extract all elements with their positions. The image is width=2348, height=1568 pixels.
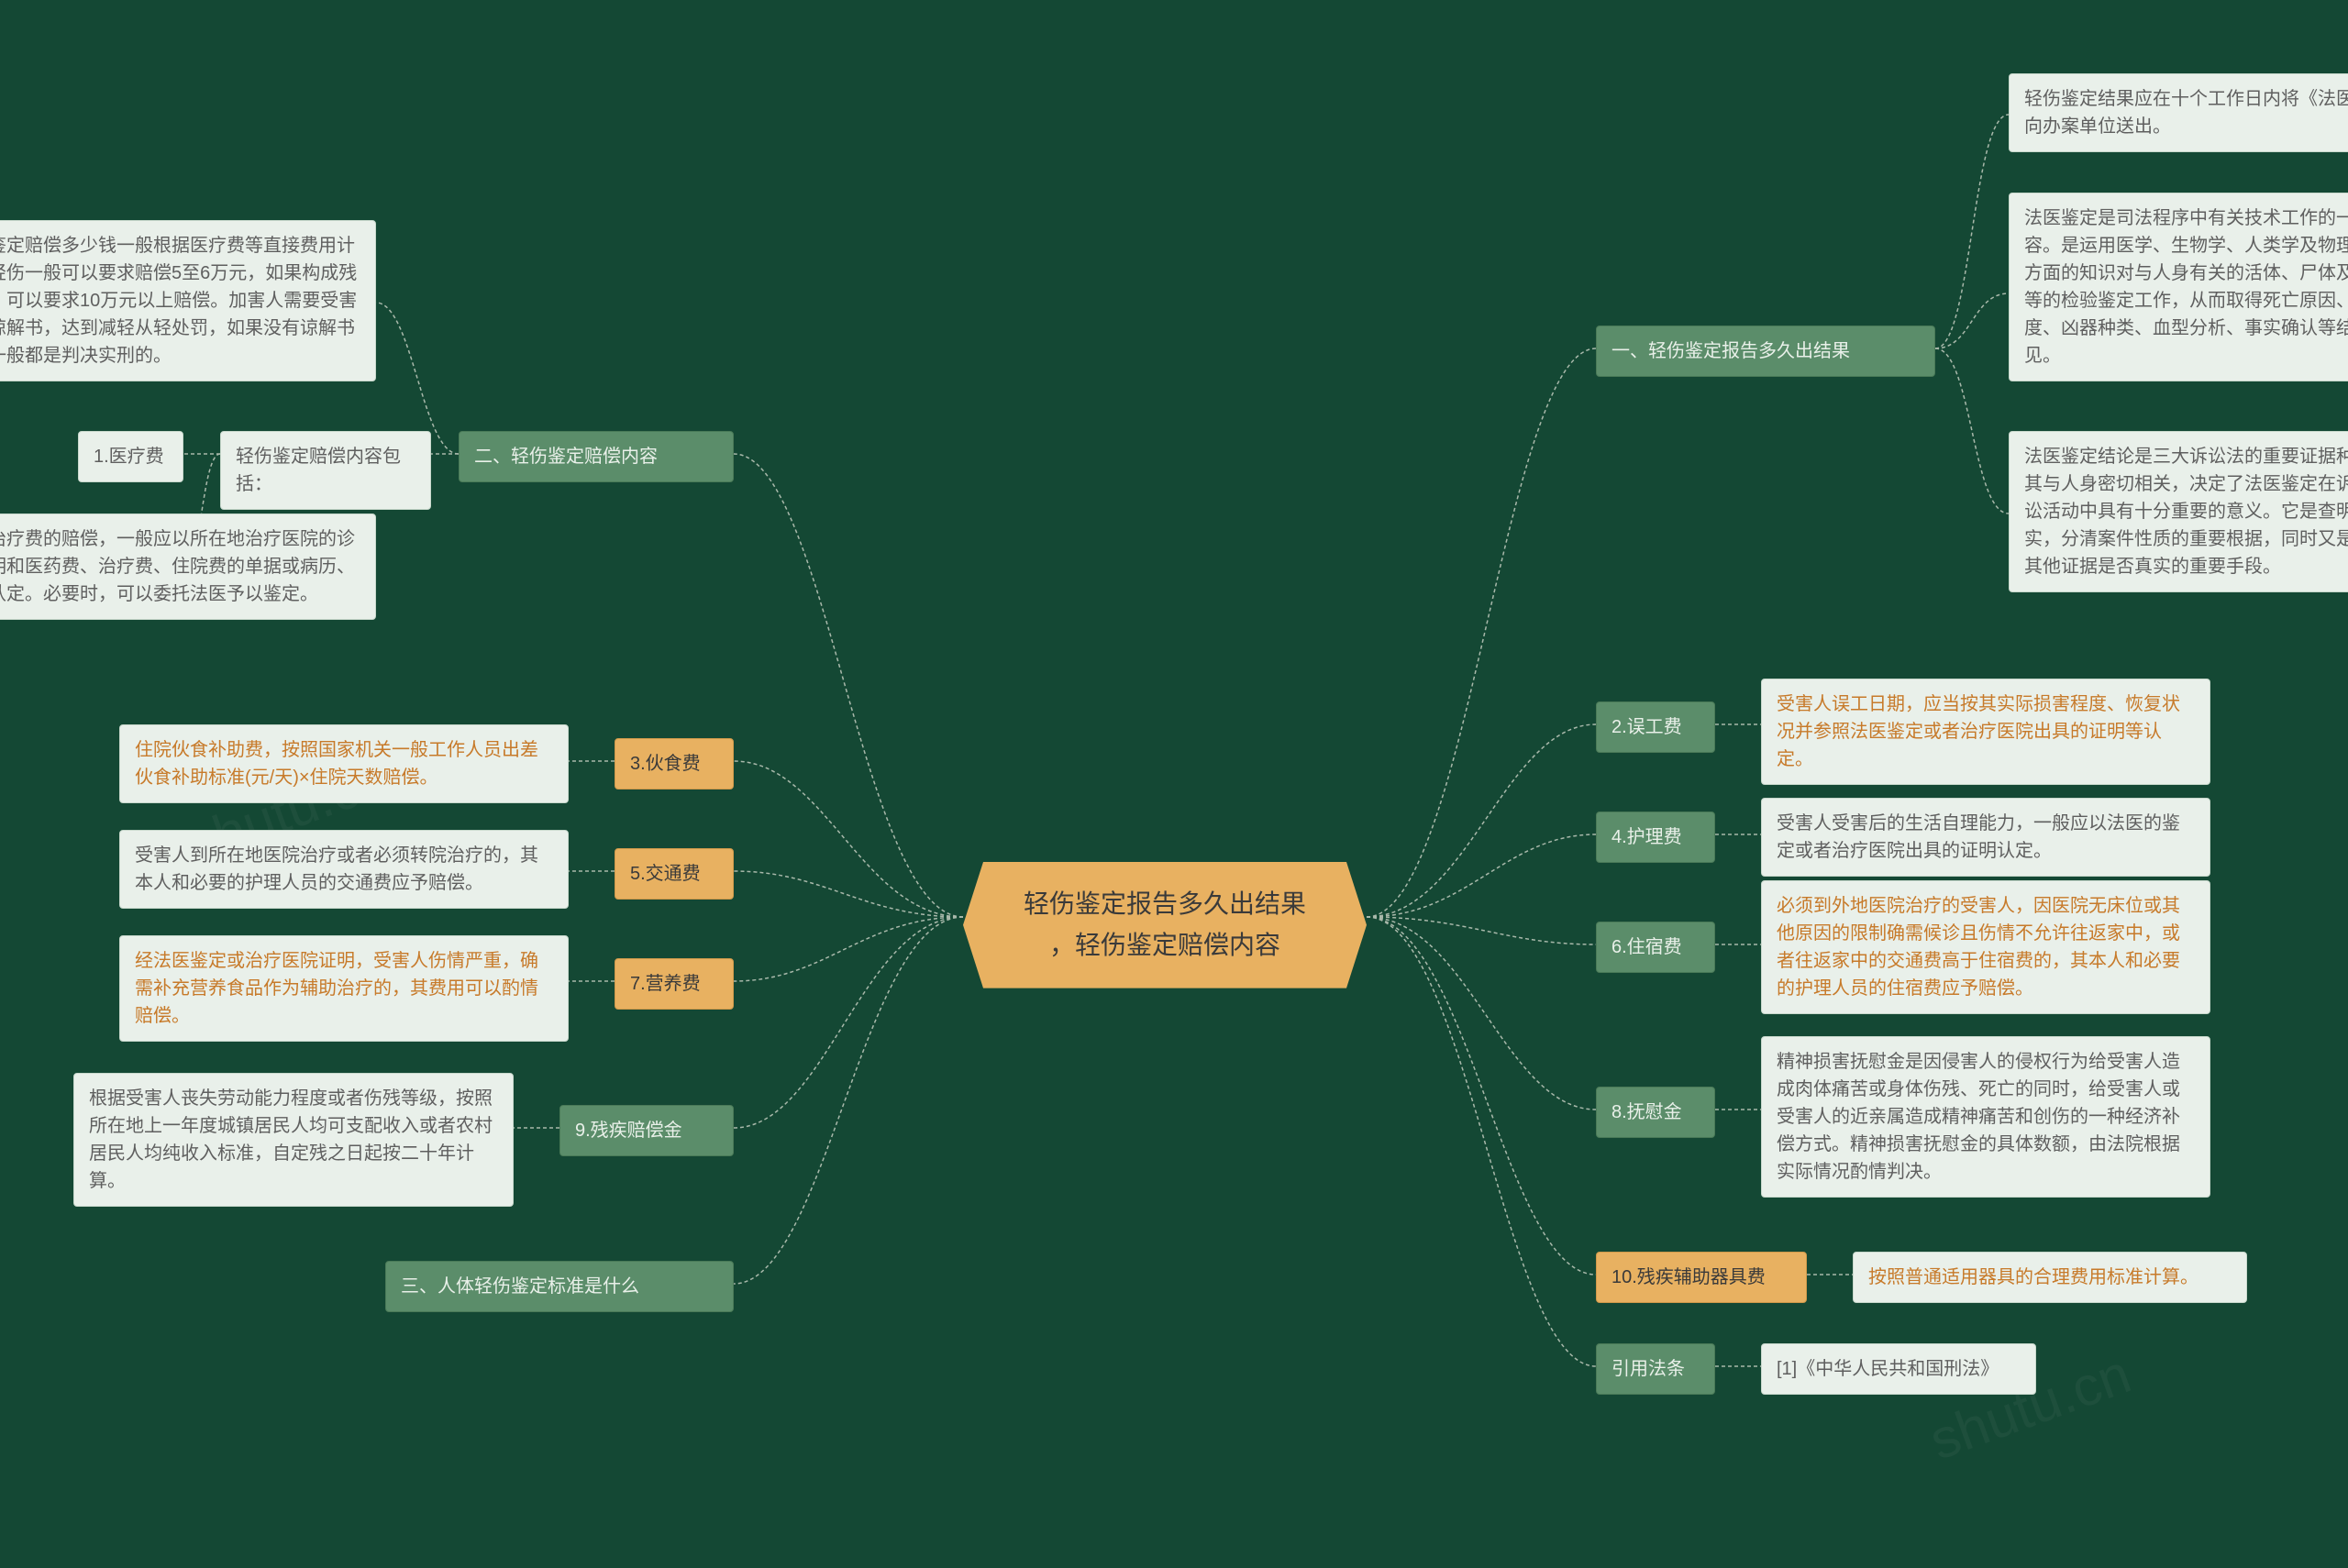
item-9-desc: 根据受害人丧失劳动能力程度或者伤残等级，按照所在地上一年度城镇居民人均可支配收入… — [73, 1073, 514, 1207]
section-1-title: 一、轻伤鉴定报告多久出结果 — [1596, 326, 1935, 377]
item-8-label: 8.抚慰金 — [1596, 1087, 1715, 1138]
section-2-intro: 轻伤鉴定赔偿多少钱一般根据医疗费等直接费用计算，轻伤一般可以要求赔偿5至6万元，… — [0, 220, 376, 381]
item-1-desc: 医药治疗费的赔偿，一般应以所在地治疗医院的诊断证明和医药费、治疗费、住院费的单据… — [0, 513, 376, 620]
item-5-desc: 受害人到所在地医院治疗或者必须转院治疗的，其本人和必要的护理人员的交通费应予赔偿… — [119, 830, 569, 909]
section-2-title: 二、轻伤鉴定赔偿内容 — [459, 431, 734, 482]
item-8-desc: 精神损害抚慰金是因侵害人的侵权行为给受害人造成肉体痛苦或身体伤残、死亡的同时，给… — [1761, 1036, 2210, 1198]
item-4-desc: 受害人受害后的生活自理能力，一般应以法医的鉴定或者治疗医院出具的证明认定。 — [1761, 798, 2210, 877]
item-1-label: 1.医疗费 — [78, 431, 183, 482]
section-1-item-2: 法医鉴定结论是三大诉讼法的重要证据种类，由于其与人身密切相关，决定了法医鉴定在诉… — [2009, 431, 2348, 592]
item-7-desc: 经法医鉴定或治疗医院证明，受害人伤情严重，确需补充营养食品作为辅助治疗的，其费用… — [119, 935, 569, 1042]
item-7-label: 7.营养费 — [615, 958, 734, 1010]
item-2-label: 2.误工费 — [1596, 701, 1715, 753]
item-3-label: 3.伙食费 — [615, 738, 734, 790]
center-title-line1: 轻伤鉴定报告多久出结果 — [1024, 889, 1306, 918]
section-1-item-1: 法医鉴定是司法程序中有关技术工作的一项重要内容。是运用医学、生物学、人类学及物理… — [2009, 193, 2348, 381]
item-10-desc: 按照普通适用器具的合理费用标准计算。 — [1853, 1252, 2247, 1303]
item-6-desc: 必须到外地医院治疗的受害人，因医院无床位或其他原因的限制确需候诊且伤情不允许往返… — [1761, 880, 2210, 1014]
section-2-includes: 轻伤鉴定赔偿内容包括： — [220, 431, 431, 510]
item-3-desc: 住院伙食补助费，按照国家机关一般工作人员出差伙食补助标准(元/天)×住院天数赔偿… — [119, 724, 569, 803]
item-6-label: 6.住宿费 — [1596, 922, 1715, 973]
item-10-label: 10.残疾辅助器具费 — [1596, 1252, 1807, 1303]
center-node: 轻伤鉴定报告多久出结果 ，轻伤鉴定赔偿内容 — [963, 862, 1367, 988]
cite-desc: [1]《中华人民共和国刑法》 — [1761, 1343, 2036, 1395]
section-1-item-0: 轻伤鉴定结果应在十个工作日内将《法医鉴定书》向办案单位送出。 — [2009, 73, 2348, 152]
item-2-desc: 受害人误工日期，应当按其实际损害程度、恢复状况并参照法医鉴定或者治疗医院出具的证… — [1761, 679, 2210, 785]
item-9-label: 9.残疾赔偿金 — [559, 1105, 734, 1156]
cite-label: 引用法条 — [1596, 1343, 1715, 1395]
item-5-label: 5.交通费 — [615, 848, 734, 900]
center-title-line2: ，轻伤鉴定赔偿内容 — [1049, 931, 1280, 959]
section-3-title: 三、人体轻伤鉴定标准是什么 — [385, 1261, 734, 1312]
item-4-label: 4.护理费 — [1596, 812, 1715, 863]
